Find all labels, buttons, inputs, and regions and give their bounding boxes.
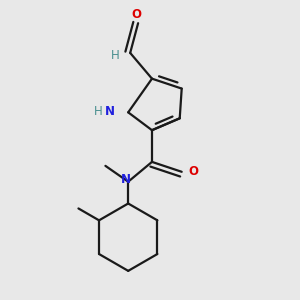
Text: H: H <box>94 105 102 118</box>
Text: N: N <box>121 173 131 186</box>
Text: O: O <box>189 165 199 178</box>
Text: N: N <box>105 105 115 118</box>
Text: O: O <box>131 8 141 21</box>
Text: H: H <box>111 50 120 62</box>
